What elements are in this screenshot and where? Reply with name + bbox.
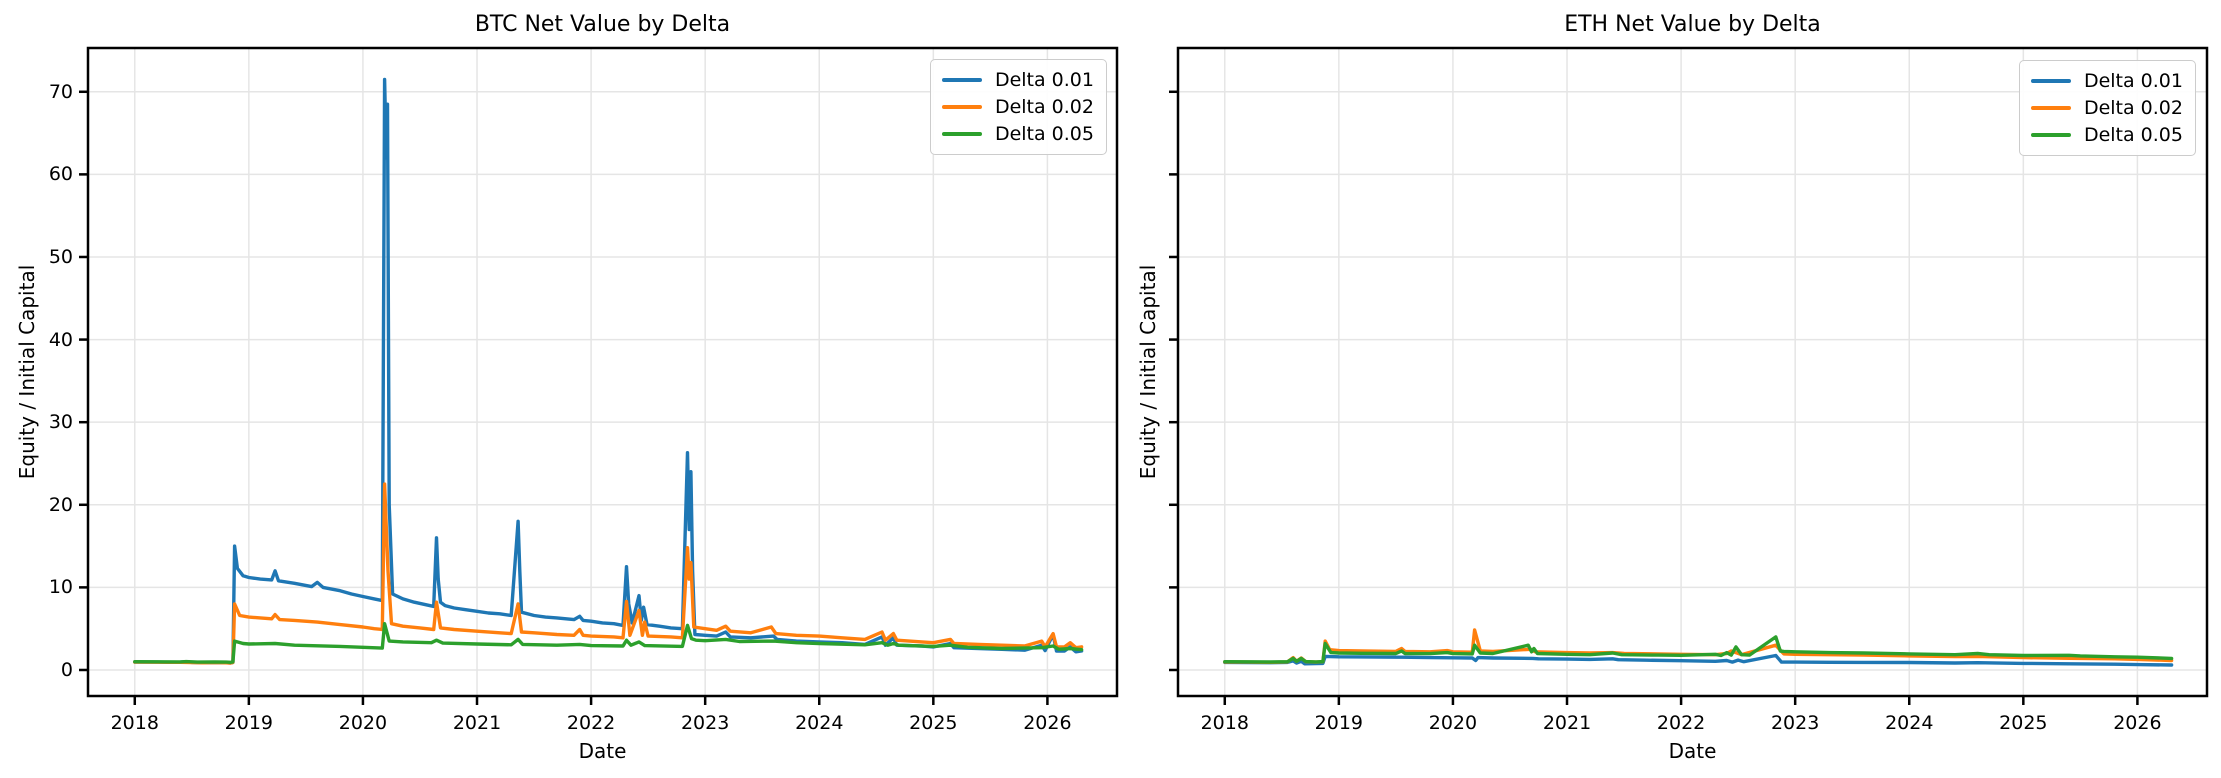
x-tick-label: 2019 bbox=[1314, 712, 1364, 734]
series-line-delta-0-01 bbox=[133, 77, 1084, 665]
legend-line-swatch bbox=[2030, 78, 2071, 84]
x-tick-label: 2021 bbox=[1542, 712, 1592, 734]
series-line-delta-0-01 bbox=[1223, 653, 2174, 667]
x-tick-label: 2021 bbox=[452, 712, 502, 734]
btc-legend: Delta 0.01 Delta 0.02 Delta 0.05 bbox=[929, 59, 1107, 155]
x-tick-label: 2024 bbox=[1885, 712, 1934, 734]
y-tick-label: 70 bbox=[48, 80, 73, 103]
y-tick-label: 40 bbox=[48, 328, 73, 351]
y-tick-label: 10 bbox=[48, 576, 73, 599]
legend-entry: Delta 0.05 bbox=[941, 123, 1094, 145]
series-line-delta-0-02 bbox=[133, 482, 1084, 665]
legend-entry: Delta 0.01 bbox=[2030, 70, 2183, 92]
legend-entry: Delta 0.05 bbox=[2030, 124, 2183, 146]
eth-x-axis-label: Date bbox=[1668, 739, 1717, 763]
x-tick-label: 2019 bbox=[224, 712, 274, 734]
y-tick-label: 60 bbox=[48, 163, 73, 186]
y-tick-label: 20 bbox=[48, 493, 73, 516]
legend-line-swatch bbox=[941, 104, 982, 110]
x-tick-label: 2018 bbox=[1200, 712, 1249, 734]
btc-x-axis-label: Date bbox=[578, 739, 627, 763]
y-tick-label: 50 bbox=[48, 245, 73, 268]
legend-label: Delta 0.05 bbox=[2083, 124, 2183, 146]
y-tick-label: 0 bbox=[60, 658, 73, 681]
legend-entry: Delta 0.02 bbox=[2030, 97, 2183, 119]
legend-label: Delta 0.02 bbox=[2083, 97, 2183, 119]
btc-subplot: BTC Net Value by Delta Date Equity / Ini… bbox=[15, 12, 1119, 763]
legend-line-swatch bbox=[2030, 105, 2071, 111]
axes-spines bbox=[86, 46, 1119, 698]
series-line-delta-0-05 bbox=[133, 622, 1084, 664]
legend-entry: Delta 0.02 bbox=[941, 96, 1094, 118]
x-tick-label: 2020 bbox=[1428, 712, 1478, 734]
legend-line-swatch bbox=[2030, 132, 2071, 138]
x-tick-label: 2018 bbox=[110, 712, 159, 734]
eth-subplot: ETH Net Value by Delta Date Equity / Ini… bbox=[1127, 0, 2221, 778]
x-tick-label: 2026 bbox=[1023, 712, 1072, 734]
eth-y-axis-label: Equity / Initial Capital bbox=[1136, 264, 1160, 480]
eth-chart-title: ETH Net Value by Delta bbox=[1564, 12, 1821, 37]
x-tick-label: 2022 bbox=[566, 712, 616, 734]
legend-line-swatch bbox=[941, 77, 982, 83]
eth-legend: Delta 0.01 Delta 0.02 Delta 0.05 bbox=[2018, 60, 2196, 156]
x-tick-label: 2020 bbox=[338, 712, 388, 734]
x-tick-label: 2024 bbox=[795, 712, 844, 734]
x-tick-label: 2023 bbox=[680, 712, 730, 734]
legend-line-swatch bbox=[941, 131, 982, 137]
legend-label: Delta 0.01 bbox=[2083, 70, 2183, 92]
legend-label: Delta 0.01 bbox=[994, 69, 1094, 91]
eth-plot-area bbox=[1169, 46, 2209, 705]
x-tick-label: 2026 bbox=[2113, 712, 2162, 734]
legend-label: Delta 0.05 bbox=[994, 123, 1094, 145]
btc-plot-area bbox=[79, 46, 1119, 705]
axes-spines bbox=[1176, 46, 2209, 698]
x-tick-label: 2022 bbox=[1656, 712, 1706, 734]
x-tick-label: 2025 bbox=[1999, 712, 2048, 734]
x-tick-label: 2023 bbox=[1770, 712, 1820, 734]
series-line-delta-0-05 bbox=[1223, 635, 2174, 664]
legend-label: Delta 0.02 bbox=[994, 96, 1094, 118]
btc-chart-title: BTC Net Value by Delta bbox=[474, 12, 731, 37]
legend-entry: Delta 0.01 bbox=[941, 69, 1094, 91]
y-tick-label: 30 bbox=[48, 411, 73, 434]
x-tick-label: 2025 bbox=[909, 712, 958, 734]
